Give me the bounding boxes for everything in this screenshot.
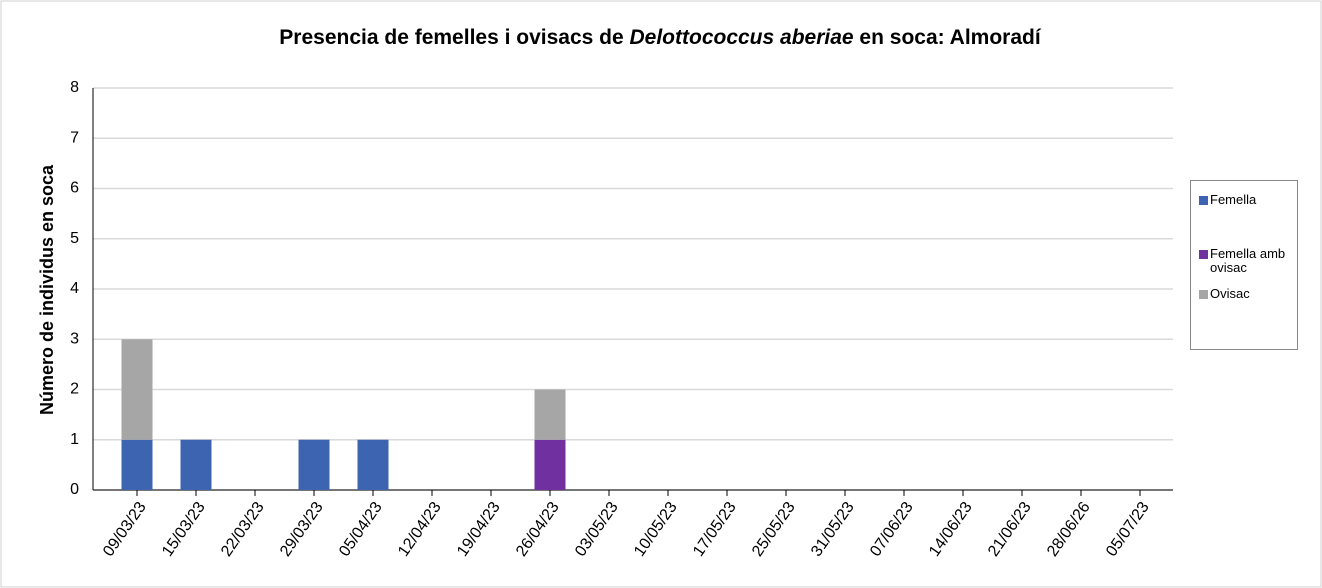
bar-segment (121, 339, 153, 440)
legend-item: Femella (1199, 193, 1293, 207)
y-tick-label: 6 (70, 180, 79, 197)
bar-segment (180, 439, 212, 490)
y-tick-label: 5 (70, 230, 79, 247)
bar-segment (534, 439, 566, 490)
legend-swatch (1199, 290, 1208, 299)
legend-swatch (1199, 250, 1208, 259)
y-tick-label: 3 (70, 330, 79, 347)
bar-segment (298, 439, 330, 490)
title-part: en soca: Almoradí (854, 26, 1042, 49)
bar-segment (121, 439, 153, 490)
legend-label: Femella amb ovisac (1210, 246, 1286, 275)
title-part: Presencia de femelles i ovisacs de (279, 26, 629, 49)
y-tick-label: 0 (70, 481, 79, 498)
legend-label: Ovisac (1210, 286, 1250, 301)
y-tick-label: 1 (70, 431, 79, 448)
bar-segment (357, 439, 389, 490)
legend-item: Ovisac (1199, 287, 1293, 301)
y-tick-label: 2 (70, 381, 79, 398)
y-axis-label: Número de individus en soca (37, 164, 57, 415)
title-part: Delottococcus aberiae (630, 26, 854, 49)
legend-item: Femella amb ovisac (1199, 247, 1293, 275)
chart-title: Presencia de femelles i ovisacs de Delot… (279, 26, 1042, 49)
bar-segment (534, 389, 566, 440)
legend-swatch (1199, 196, 1208, 205)
y-tick-label: 8 (70, 79, 79, 96)
y-tick-label: 7 (70, 129, 79, 146)
y-tick-label: 4 (70, 280, 79, 297)
legend-label: Femella (1210, 192, 1257, 207)
legend: Femella Femella amb ovisac Ovisac (1190, 180, 1298, 350)
